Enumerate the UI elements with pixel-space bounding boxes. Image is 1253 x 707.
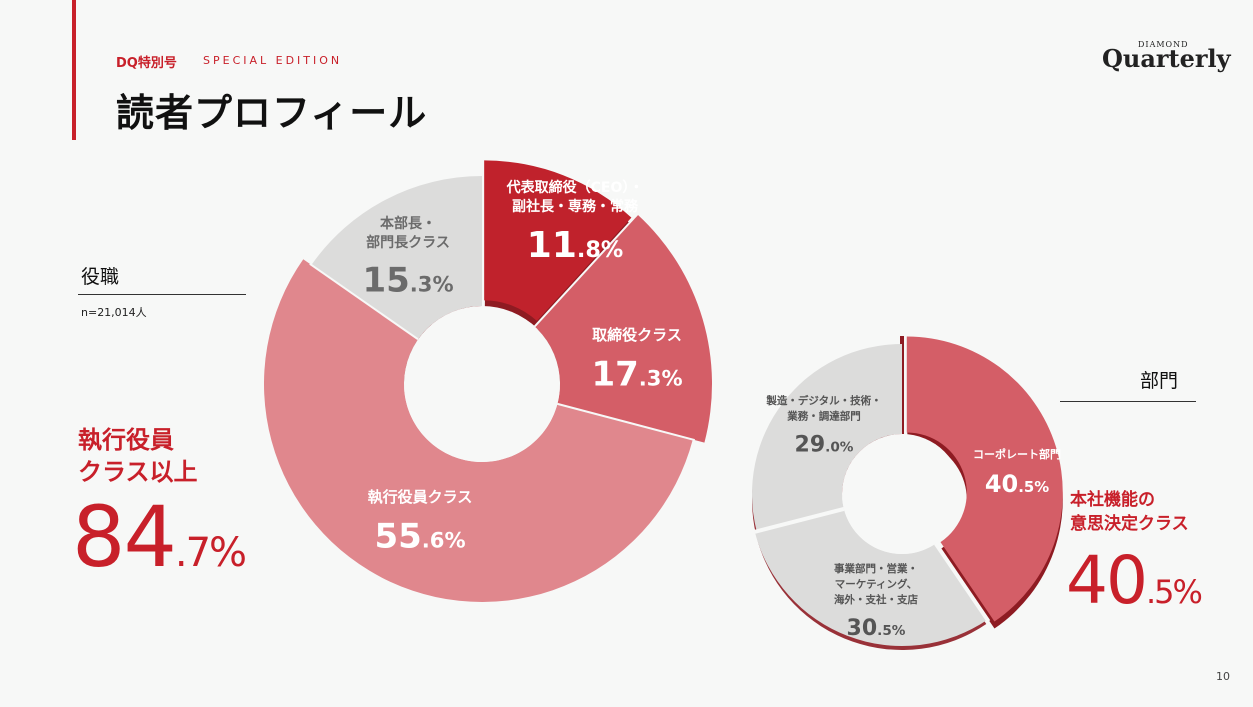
donut-2-slice-3 xyxy=(751,344,902,532)
donut-chart-1: 代表取締役（CEO）・副社長・専務・常務11.8%取締役クラス17.3%執行役員… xyxy=(263,160,712,603)
donut-1-slice-2-label-line-1: 取締役クラス xyxy=(592,326,682,344)
donut-1-slice-3-value: 55.6% xyxy=(374,517,465,557)
donut-1-slice-2 xyxy=(534,214,712,443)
donut-1-slice-4-label-line-1: 本部長・ xyxy=(380,215,436,232)
donut-2-slice-2-value-dec: .5% xyxy=(877,623,906,639)
role-section-label: 役職 xyxy=(81,266,120,288)
donut-2-slice-1-value-int: 40 xyxy=(985,470,1018,498)
donut-1-separator-3 xyxy=(557,402,695,442)
donut-2-slice-2-label-line-2: マーケティング、 xyxy=(835,578,917,591)
donut-2-slice-2-value-int: 30 xyxy=(847,616,878,641)
donut-2-separator-2 xyxy=(934,542,991,623)
donut-2-slice-3-label-line-2: 業務・調達部門 xyxy=(786,410,861,423)
sample-size-note: n=21,014人 xyxy=(81,306,147,319)
donut-2-slice-1-label: コーポレート部門 40.5% xyxy=(973,447,1061,498)
donut-1-slice-1-value: 11.8% xyxy=(527,225,623,266)
edition-subtitle: SPECIAL EDITION xyxy=(203,54,343,67)
donut-1-slice-2-label: 取締役クラス 17.3% xyxy=(591,326,682,395)
donut-1-slice-4 xyxy=(311,176,482,340)
donut-1-slice-4-value: 15.3% xyxy=(362,261,453,301)
edition-label: DQ特別号 xyxy=(116,56,177,71)
role-highlight-dec: .7% xyxy=(174,530,247,576)
dept-highlight-dec: .5% xyxy=(1145,573,1203,611)
donut-1-slice-4-value-dec: .3% xyxy=(410,272,454,297)
donut-2-slice-1-value: 40.5% xyxy=(985,470,1049,498)
donut-1-separator-2 xyxy=(533,212,640,328)
donut-1-slice-1-value-int: 11 xyxy=(527,225,577,266)
donut-2-slice-2-value: 30.5% xyxy=(847,616,906,641)
donut-chart-2: コーポレート部門40.5%事業部門・営業・マーケティング、海外・支社・支店30.… xyxy=(751,336,1063,651)
donut-2-slice-3-label: 製造・デジタル・技術・業務・調達部門 29.0% xyxy=(765,394,881,458)
dept-highlight-caption-line1: 本社機能の xyxy=(1070,490,1155,510)
dept-section-rule xyxy=(1060,401,1196,402)
donut-1-slice-1-label: 代表取締役（CEO）・副社長・専務・常務 11.8% xyxy=(506,179,644,266)
accent-bar xyxy=(72,0,76,140)
donut-2-hole xyxy=(842,434,962,554)
donut-1-separator-4 xyxy=(309,262,419,341)
donut-1-slice-4-label: 本部長・部門長クラス 15.3% xyxy=(362,215,453,301)
logo: Quarterly xyxy=(1102,44,1231,73)
dept-highlight-caption-line2: 意思決定クラス xyxy=(1070,514,1189,534)
page-title: 読者プロフィール xyxy=(116,91,428,135)
donut-2-slice-2-label-line-3: 海外・支社・支店 xyxy=(834,593,918,606)
logo-small-text: DIAMOND xyxy=(1138,40,1189,49)
donut-1-slice-4-label-line-2: 部門長クラス xyxy=(366,234,450,251)
role-section-rule xyxy=(78,294,246,295)
donut-1-hole xyxy=(404,306,560,462)
donut-2-slice-1-label-line-1: コーポレート部門 xyxy=(973,447,1061,461)
donut-1-slice-1-label-line-2: 副社長・専務・常務 xyxy=(512,198,639,215)
page-number: 10 xyxy=(1216,670,1230,683)
role-highlight-caption-line2: クラス以上 xyxy=(78,458,198,486)
donut-1-slice-3 xyxy=(263,259,693,603)
donut-2-slice-2 xyxy=(754,508,988,646)
dept-highlight-int: 40 xyxy=(1066,542,1148,619)
donut-2-slice-3-value-int: 29 xyxy=(795,433,826,458)
donut-1-slice-3-value-int: 55 xyxy=(374,517,421,557)
role-highlight-caption: 執行役員 クラス以上 xyxy=(78,424,198,488)
role-highlight-caption-line1: 執行役員 xyxy=(78,426,174,454)
donut-1-slice-1-value-dec: .8% xyxy=(577,237,623,263)
donut-2-slice-2-label: 事業部門・営業・マーケティング、海外・支社・支店 30.5% xyxy=(834,562,918,641)
donut-1-slice-2-value-dec: .3% xyxy=(639,366,683,391)
dept-section-label: 部門 xyxy=(1140,370,1179,392)
donut-1-slice-1 xyxy=(484,160,632,321)
donut-1-slice-2-value: 17.3% xyxy=(591,355,682,395)
donut-2-slice-1-value-dec: .5% xyxy=(1018,478,1049,496)
donut-2-slice-1 xyxy=(906,336,1063,622)
donut-1-slice-3-value-dec: .6% xyxy=(422,528,466,553)
donut-2-slice-3-label-line-1: 製造・デジタル・技術・ xyxy=(765,394,881,407)
dept-highlight-caption: 本社機能の 意思決定クラス xyxy=(1070,488,1189,536)
role-highlight-number: 84.7% xyxy=(72,488,247,586)
donut-1-slice-4-value-int: 15 xyxy=(362,261,409,301)
role-highlight-int: 84 xyxy=(72,488,177,586)
donut-1-slice-3-label-line-1: 執行役員クラス xyxy=(368,488,473,506)
donut-2-slice-3-value: 29.0% xyxy=(795,433,854,458)
donut-1-slice-2-value-int: 17 xyxy=(591,355,638,395)
dept-highlight-number: 40.5% xyxy=(1066,542,1203,619)
donut-2-slice-2-label-line-1: 事業部門・営業・ xyxy=(834,562,918,575)
donut-2-slice-3-value-dec: .0% xyxy=(825,440,854,456)
donut-1-slice-1-label-line-1: 代表取締役（CEO）・ xyxy=(506,179,644,196)
donut-2-separator-3 xyxy=(754,506,845,534)
donut-1-slice-3-label: 執行役員クラス 55.6% xyxy=(368,488,473,557)
